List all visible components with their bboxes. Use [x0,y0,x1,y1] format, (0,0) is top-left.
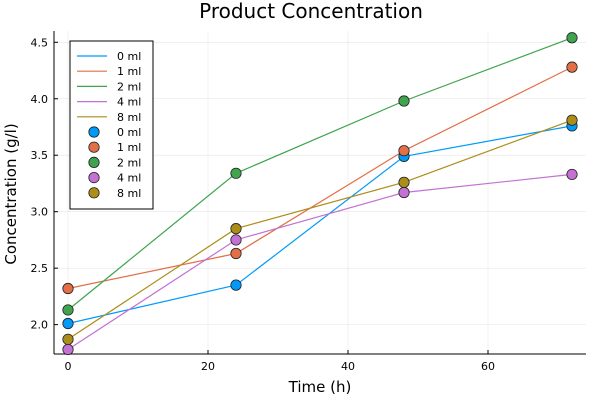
data-point-2-ml [62,304,74,316]
x-tick-label: 20 [201,360,215,373]
y-tick-label: 2.5 [31,262,49,275]
y-tick-label: 2.0 [31,319,49,332]
data-point-0-ml [230,279,242,291]
legend-label: 1 ml [117,141,141,154]
y-tick-label: 3.0 [31,206,49,219]
x-tick-label: 0 [65,360,72,373]
data-point-1-ml [62,282,74,295]
legend-marker-swatch [88,156,100,168]
data-point-8-ml [230,223,242,235]
legend-label: 0 ml [117,126,141,139]
y-axis-label: Concentration (g/l) [2,123,20,264]
legend-label: 8 ml [117,187,141,200]
data-point-4-ml [62,343,74,356]
legend-label: 2 ml [117,80,141,93]
series-line-2-ml [67,37,573,311]
data-point-1-ml [566,61,578,73]
data-point-0-ml [62,317,74,330]
data-point-1-ml [230,247,242,260]
data-point-4-ml [230,234,242,246]
series-line-4-ml [67,173,573,351]
data-point-8-ml [566,114,578,126]
x-tick-label: 40 [341,360,355,373]
data-point-2-ml [230,167,242,179]
y-tick-label: 4.5 [31,36,49,49]
legend-marker-swatch [88,141,100,153]
x-tick-label: 60 [481,360,495,373]
legend-label: 4 ml [117,172,141,185]
legend-label: 1 ml [117,65,141,78]
y-tick-label: 3.5 [31,149,49,162]
data-point-8-ml [398,176,410,188]
x-axis-label: Time (h) [288,378,352,396]
grid [54,31,586,354]
chart-title: Product Concentration [199,0,423,23]
data-point-8-ml [62,333,74,345]
legend-box [69,40,154,210]
legend-marker-swatch [88,126,100,138]
data-point-1-ml [398,145,410,157]
legend-label: 4 ml [117,96,141,109]
legend-marker-swatch [88,187,100,199]
legend-label: 0 ml [117,50,141,63]
legend-label: 8 ml [117,111,141,124]
series-layer [62,32,578,356]
data-point-4-ml [566,168,578,181]
series-line-1-ml [67,66,573,290]
data-point-4-ml [398,186,410,199]
series-line-0-ml [67,125,573,325]
legend: 0 ml 1 ml 2 ml 4 ml 8 ml 0 ml 1 ml 2 ml 4 ml 8 ml [69,40,154,210]
series-line-8-ml [67,119,573,340]
y-tick-label: 4.0 [31,93,49,106]
data-point-2-ml [398,95,410,107]
legend-marker-swatch [88,172,100,184]
legend-label: 2 ml [117,156,141,169]
data-point-2-ml [566,32,578,44]
